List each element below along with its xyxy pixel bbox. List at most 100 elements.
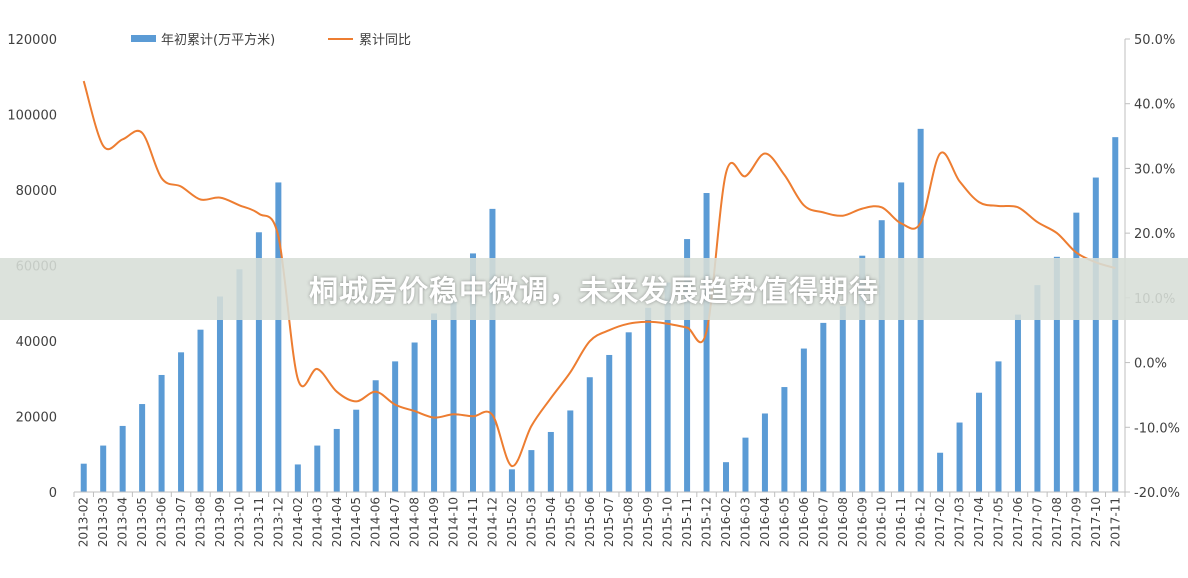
bar bbox=[625, 332, 632, 492]
x-tick-label: 2016-08 bbox=[836, 497, 850, 547]
bar bbox=[839, 306, 846, 492]
x-tick-label: 2015-09 bbox=[641, 497, 655, 547]
bar bbox=[995, 361, 1002, 492]
right-tick-label: 0.0% bbox=[1134, 357, 1167, 372]
legend-line-label: 累计同比 bbox=[359, 33, 411, 48]
bar bbox=[158, 374, 165, 492]
legend-bar-label: 年初累计(万平方米) bbox=[161, 32, 275, 48]
x-tick-label: 2014-06 bbox=[369, 497, 383, 547]
bar bbox=[508, 469, 515, 492]
right-tick-label: 50.0% bbox=[1134, 33, 1175, 48]
legend: 年初累计(万平方米) 累计同比 bbox=[131, 32, 411, 48]
x-tick-label: 2015-04 bbox=[544, 497, 558, 547]
bar bbox=[431, 313, 438, 492]
bar bbox=[606, 354, 613, 492]
bar bbox=[645, 307, 652, 492]
x-tick-label: 2017-09 bbox=[1069, 497, 1083, 547]
bar bbox=[1073, 212, 1080, 492]
bar bbox=[1014, 314, 1021, 492]
bar bbox=[723, 462, 730, 492]
bar bbox=[411, 342, 418, 492]
x-tick-label: 2016-05 bbox=[777, 497, 791, 547]
bar bbox=[937, 452, 944, 492]
title-banner: 桐城房价稳中微调，未来发展趋势值得期待 bbox=[0, 258, 1188, 320]
x-tick-label: 2014-05 bbox=[349, 497, 363, 547]
right-tick-label: 30.0% bbox=[1134, 162, 1175, 177]
left-tick-label: 20000 bbox=[16, 411, 57, 426]
x-tick-label: 2014-04 bbox=[330, 497, 344, 547]
bar bbox=[761, 413, 768, 492]
bar bbox=[664, 282, 671, 492]
x-tick-label: 2016-02 bbox=[719, 497, 733, 547]
x-tick-label: 2015-02 bbox=[505, 497, 519, 547]
bar bbox=[489, 208, 496, 492]
bar bbox=[684, 239, 691, 492]
x-tick-label: 2014-07 bbox=[388, 497, 402, 547]
bar bbox=[547, 431, 554, 492]
left-tick-label: 80000 bbox=[16, 184, 57, 199]
bar bbox=[956, 422, 963, 492]
x-tick-label: 2016-04 bbox=[758, 497, 772, 547]
bar bbox=[119, 425, 126, 492]
left-tick-label: 100000 bbox=[7, 109, 57, 124]
x-tick-label: 2013-08 bbox=[194, 497, 208, 547]
x-tick-label: 2013-12 bbox=[271, 497, 285, 547]
x-tick-label: 2016-03 bbox=[738, 497, 752, 547]
x-tick-label: 2017-05 bbox=[991, 497, 1005, 547]
x-tick-label: 2016-07 bbox=[816, 497, 830, 547]
x-tick-label: 2015-06 bbox=[583, 497, 597, 547]
x-axis: 2013-02 2013-03 2013-04 2013-05 2013-06 2013-… bbox=[73, 491, 1126, 547]
left-tick-label: 120000 bbox=[7, 33, 57, 48]
bar bbox=[255, 232, 262, 492]
x-tick-label: 2014-12 bbox=[485, 497, 499, 547]
x-tick-label: 2014-09 bbox=[427, 497, 441, 547]
x-tick-label: 2014-10 bbox=[447, 497, 461, 547]
x-tick-label: 2017-11 bbox=[1108, 497, 1122, 547]
bar bbox=[372, 380, 379, 492]
x-tick-label: 2016-06 bbox=[797, 497, 811, 547]
x-tick-label: 2016-09 bbox=[855, 497, 869, 547]
left-tick-label: 0 bbox=[49, 486, 57, 501]
right-tick-label: 20.0% bbox=[1134, 227, 1175, 242]
bar bbox=[1034, 285, 1041, 492]
x-tick-label: 2013-09 bbox=[213, 497, 227, 547]
bar bbox=[450, 298, 457, 492]
x-tick-label: 2015-07 bbox=[602, 497, 616, 547]
bar bbox=[469, 253, 476, 492]
bar bbox=[898, 182, 905, 492]
bar bbox=[236, 269, 243, 492]
x-tick-label: 2015-08 bbox=[622, 497, 636, 547]
x-tick-label: 2016-12 bbox=[914, 497, 928, 547]
x-tick-label: 2017-06 bbox=[1011, 497, 1025, 547]
right-tick-label: -20.0% bbox=[1134, 486, 1180, 501]
x-tick-label: 2017-02 bbox=[933, 497, 947, 547]
x-tick-label: 2013-04 bbox=[116, 497, 130, 547]
x-tick-label: 2013-02 bbox=[77, 497, 91, 547]
x-tick-label: 2014-11 bbox=[466, 497, 480, 547]
bar bbox=[353, 409, 360, 492]
bar bbox=[800, 348, 807, 492]
bar bbox=[781, 387, 788, 492]
bar bbox=[314, 445, 321, 492]
bar bbox=[586, 377, 593, 492]
bar bbox=[703, 193, 710, 492]
x-tick-label: 2016-10 bbox=[875, 497, 889, 547]
bar bbox=[1053, 256, 1060, 492]
x-tick-label: 2017-08 bbox=[1050, 497, 1064, 547]
x-tick-label: 2013-10 bbox=[232, 497, 246, 547]
x-tick-label: 2014-02 bbox=[291, 497, 305, 547]
x-tick-label: 2015-12 bbox=[700, 497, 714, 547]
x-tick-label: 2013-06 bbox=[155, 497, 169, 547]
x-tick-label: 2015-10 bbox=[661, 497, 675, 547]
bar bbox=[392, 361, 399, 492]
x-tick-label: 2017-07 bbox=[1030, 497, 1044, 547]
bar bbox=[333, 428, 340, 492]
x-tick-label: 2015-05 bbox=[563, 497, 577, 547]
x-tick-label: 2015-11 bbox=[680, 497, 694, 547]
x-tick-label: 2014-03 bbox=[310, 497, 324, 547]
x-tick-label: 2017-10 bbox=[1089, 497, 1103, 547]
right-tick-label: 40.0% bbox=[1134, 98, 1175, 113]
line-series-path bbox=[82, 80, 1116, 468]
bar bbox=[976, 392, 983, 492]
bar bbox=[294, 464, 301, 492]
